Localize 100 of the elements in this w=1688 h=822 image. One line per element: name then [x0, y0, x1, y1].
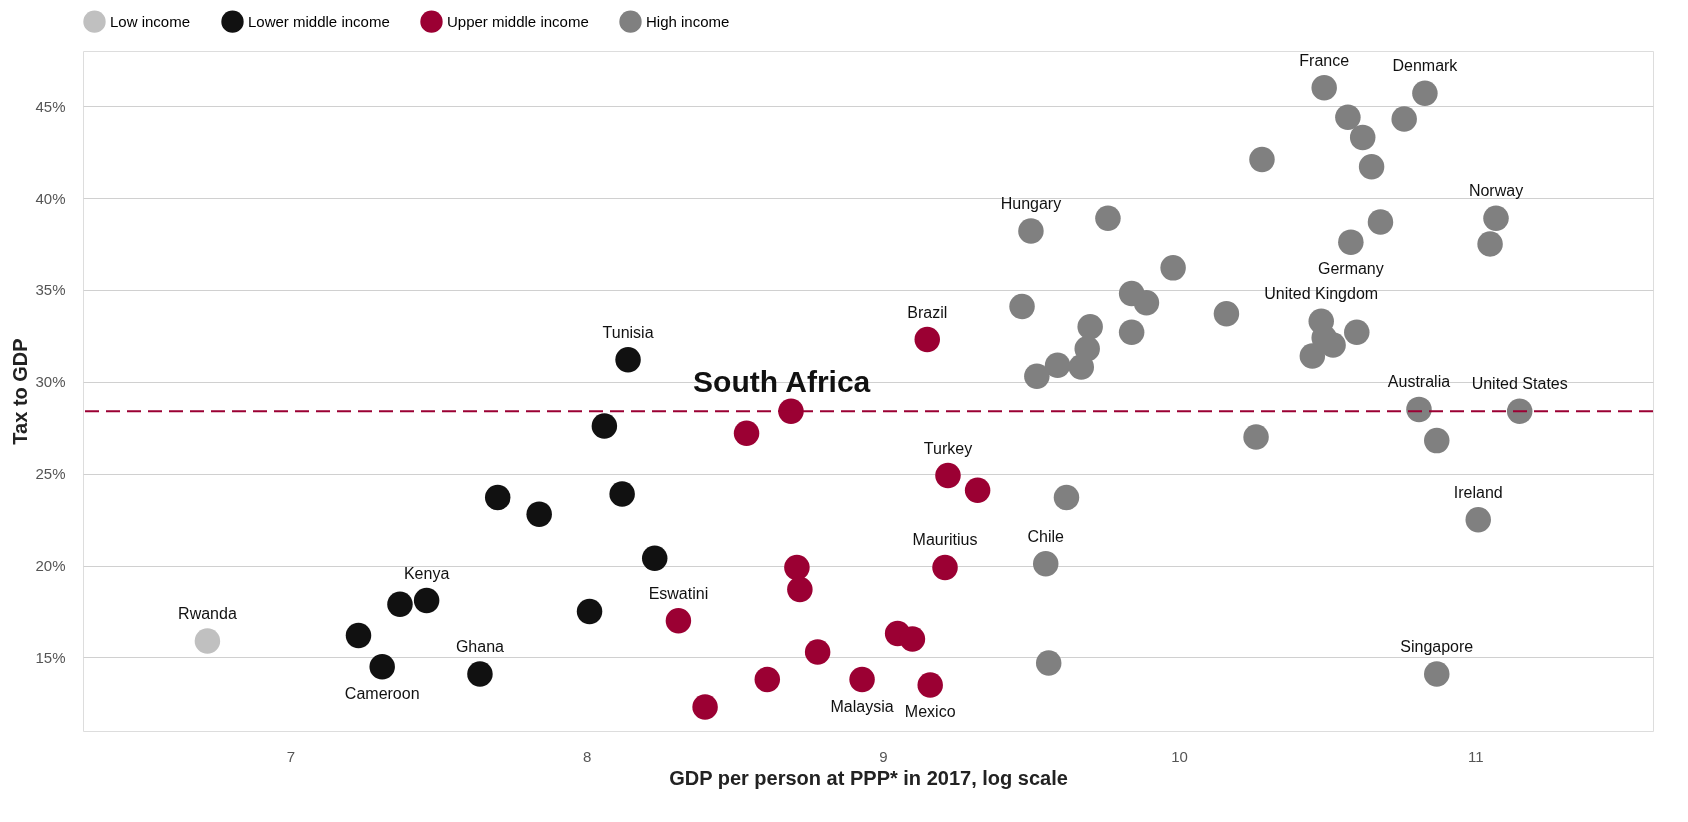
- point: [1009, 293, 1035, 320]
- point: [576, 598, 603, 625]
- y-tick-label: 35%: [35, 281, 66, 299]
- x-tick-label: 11: [1467, 747, 1484, 765]
- y-tick-label: 20%: [35, 557, 66, 575]
- annotation: Turkey: [923, 439, 973, 457]
- annotation: Kenya: [403, 564, 450, 582]
- point: [917, 672, 943, 698]
- y-tick-label: 15%: [35, 648, 66, 666]
- annotation: Hungary: [1000, 195, 1062, 213]
- x-axis-title: GDP per person at PPP* in 2017, log scale: [669, 766, 1068, 789]
- annotation: Chile: [1027, 527, 1065, 545]
- point: [1506, 398, 1533, 424]
- annotation: United Kingdom: [1264, 285, 1379, 303]
- point: [1344, 319, 1370, 345]
- annotation: Malaysia: [830, 697, 894, 715]
- point: [1018, 218, 1044, 244]
- point: [935, 462, 961, 489]
- point: [1243, 424, 1269, 450]
- point: [484, 484, 511, 511]
- point: [1320, 332, 1346, 358]
- annotation: Norway: [1468, 182, 1524, 200]
- y-tick-label: 30%: [35, 373, 66, 391]
- point: [467, 661, 493, 687]
- point: [1044, 352, 1071, 378]
- annotation: Australia: [1387, 373, 1451, 391]
- ref-line-label: South Africa: [693, 365, 871, 399]
- point: [1483, 205, 1509, 231]
- point: [964, 477, 991, 503]
- point: [1053, 484, 1080, 511]
- point: [784, 554, 810, 581]
- point: [1358, 154, 1385, 180]
- point: [615, 347, 641, 373]
- annotation: Tunisia: [602, 323, 654, 341]
- y-tick-label: 45%: [35, 97, 66, 115]
- point: [1133, 290, 1160, 316]
- point: [1406, 396, 1432, 423]
- point: [1213, 301, 1240, 327]
- point: [804, 639, 831, 665]
- point: [1367, 209, 1394, 235]
- point: [778, 398, 804, 424]
- x-tick-label: 8: [582, 747, 592, 765]
- point: [899, 626, 926, 652]
- point: [1338, 229, 1364, 255]
- point: [1118, 319, 1145, 345]
- point: [1024, 363, 1050, 390]
- point: [609, 481, 635, 507]
- annotation: Rwanda: [178, 604, 237, 622]
- point: [1465, 506, 1491, 533]
- point: [1311, 75, 1337, 101]
- annotation: Germany: [1317, 260, 1384, 278]
- point: [733, 420, 760, 446]
- annotation: Cameroon: [344, 684, 420, 702]
- point: [787, 576, 813, 603]
- annotation: United States: [1471, 375, 1568, 393]
- point: [641, 545, 668, 571]
- point: [413, 587, 440, 614]
- point: [345, 622, 372, 649]
- point: [387, 591, 413, 617]
- legend-label: Low income: [110, 12, 191, 30]
- y-axis-title: Tax to GDP: [9, 338, 32, 445]
- x-tick-label: 10: [1171, 747, 1188, 765]
- point: [369, 653, 395, 680]
- legend-label: Upper middle income: [447, 12, 589, 30]
- point: [1349, 124, 1376, 151]
- legend-label: Lower middle income: [248, 12, 390, 30]
- point: [1299, 343, 1326, 369]
- x-tick-label: 9: [879, 747, 888, 765]
- x-tick-label: 7: [286, 747, 296, 765]
- annotation: Singapore: [1400, 638, 1474, 656]
- point: [665, 608, 692, 634]
- point: [754, 666, 781, 693]
- point: [1477, 231, 1503, 257]
- annotation: Denmark: [1392, 57, 1459, 75]
- annotation: France: [1299, 51, 1350, 69]
- point: [1035, 650, 1062, 676]
- point: [1095, 205, 1121, 231]
- point: [1068, 354, 1095, 380]
- y-tick-label: 40%: [35, 189, 66, 207]
- legend-label: High income: [646, 12, 730, 30]
- annotation: Mexico: [904, 703, 956, 721]
- annotation: Eswatini: [648, 584, 709, 602]
- point: [1391, 106, 1417, 132]
- point: [1412, 80, 1438, 106]
- annotation: Brazil: [907, 303, 948, 321]
- point: [194, 628, 221, 654]
- point: [1424, 427, 1450, 454]
- point: [914, 326, 940, 353]
- point: [932, 554, 958, 581]
- annotation: Mauritius: [912, 531, 978, 549]
- point: [849, 666, 875, 693]
- point: [1160, 255, 1186, 281]
- y-tick-label: 25%: [35, 465, 66, 483]
- point: [1249, 146, 1275, 173]
- point: [692, 694, 718, 720]
- annotation: Ghana: [455, 638, 505, 656]
- point: [1077, 313, 1103, 340]
- point: [1424, 661, 1450, 687]
- annotation: Ireland: [1453, 483, 1503, 501]
- point: [1335, 104, 1361, 130]
